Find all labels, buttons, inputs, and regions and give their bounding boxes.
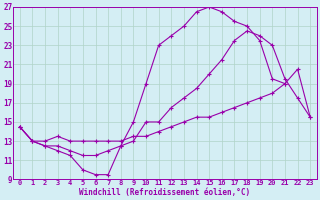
X-axis label: Windchill (Refroidissement éolien,°C): Windchill (Refroidissement éolien,°C) (79, 188, 251, 197)
